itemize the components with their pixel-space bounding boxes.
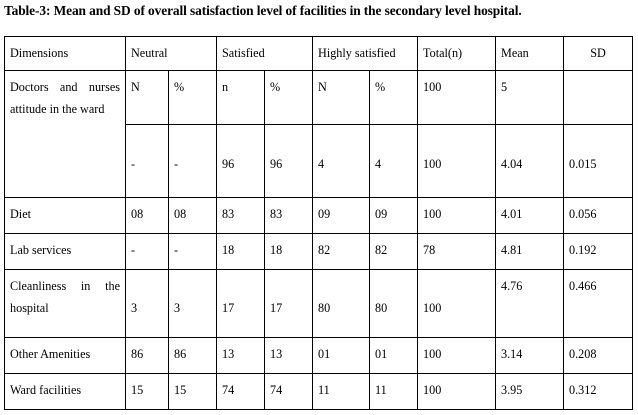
header-highly-satisfied: Highly satisfied bbox=[312, 36, 419, 71]
cell: n bbox=[216, 70, 266, 125]
cell: 100 bbox=[417, 373, 497, 410]
cell: % bbox=[369, 70, 419, 125]
row-label-cleanliness: Cleanliness in the hospital bbox=[4, 269, 126, 338]
header-sd: SD bbox=[563, 36, 634, 71]
cell: 0.466 bbox=[563, 269, 634, 338]
cell: 11 bbox=[369, 373, 419, 410]
cell: 100 bbox=[417, 70, 497, 125]
cell: 13 bbox=[216, 337, 266, 374]
cell: N bbox=[125, 70, 169, 125]
cell: - bbox=[125, 124, 169, 198]
cell: 18 bbox=[216, 233, 266, 270]
cell bbox=[563, 70, 634, 125]
cell: 09 bbox=[369, 197, 419, 234]
cell: 80 bbox=[312, 269, 371, 338]
cell: 82 bbox=[312, 233, 371, 270]
row-label-ward: Ward facilities bbox=[4, 373, 126, 410]
cell: 80 bbox=[369, 269, 419, 338]
cell: 86 bbox=[125, 337, 169, 374]
cell: 83 bbox=[264, 197, 314, 234]
cell: 11 bbox=[312, 373, 371, 410]
cell: 74 bbox=[264, 373, 314, 410]
cell: - bbox=[167, 233, 218, 270]
cell: 3 bbox=[125, 269, 169, 338]
cell: 09 bbox=[312, 197, 371, 234]
cell: - bbox=[167, 124, 218, 198]
cell: - bbox=[125, 233, 169, 270]
cell: 96 bbox=[216, 124, 266, 198]
cell: 3.95 bbox=[495, 373, 565, 410]
cell: 15 bbox=[167, 373, 218, 410]
cell: 3 bbox=[167, 269, 218, 338]
table-row: - - 96 96 4 4 100 4.04 0.015 bbox=[5, 124, 634, 198]
table-row: Lab services - - 18 18 82 82 78 4.81 0.1… bbox=[4, 233, 634, 270]
cell: 0.312 bbox=[563, 373, 634, 410]
row-label-line: Cleanliness in the bbox=[10, 279, 120, 293]
cell: 01 bbox=[369, 337, 419, 374]
header-neutral: Neutral bbox=[124, 36, 218, 71]
cell: 17 bbox=[264, 269, 314, 338]
cell: 4 bbox=[369, 124, 419, 198]
cell: 82 bbox=[369, 233, 419, 270]
cell: 4 bbox=[312, 124, 371, 198]
table-header-row: Dimensions Neutral Satisfied Highly sati… bbox=[4, 36, 634, 71]
cell: 0.015 bbox=[563, 124, 634, 198]
row-label-line: Doctors and nurses bbox=[10, 80, 120, 94]
cell: 08 bbox=[167, 197, 218, 234]
cell: 4.81 bbox=[495, 233, 565, 270]
cell: 08 bbox=[125, 197, 169, 234]
cell: N bbox=[312, 70, 371, 125]
row-label-line: attitude in the ward bbox=[10, 102, 105, 116]
cell: 4.01 bbox=[495, 197, 565, 234]
cell: 86 bbox=[167, 337, 218, 374]
cell: 17 bbox=[216, 269, 266, 338]
cell: 01 bbox=[312, 337, 371, 374]
header-total: Total(n) bbox=[417, 36, 497, 71]
cell: 0.208 bbox=[563, 337, 634, 374]
row-label-amenities: Other Amenities bbox=[4, 337, 126, 374]
header-satisfied: Satisfied bbox=[216, 36, 314, 71]
table-row: Cleanliness in the hospital 3 3 17 17 80… bbox=[4, 269, 634, 338]
cell: 13 bbox=[264, 337, 314, 374]
cell: 15 bbox=[125, 373, 169, 410]
table-row: Doctors and nurses attitude in the ward … bbox=[4, 70, 634, 198]
cell: 100 bbox=[417, 124, 497, 198]
cell: % bbox=[167, 70, 218, 125]
table-caption: Table-3: Mean and SD of overall satisfac… bbox=[4, 3, 522, 18]
cell: 0.192 bbox=[563, 233, 634, 270]
cell: 96 bbox=[264, 124, 314, 198]
cell: 0.056 bbox=[563, 197, 634, 234]
cell: 100 bbox=[417, 269, 497, 338]
cell: 83 bbox=[216, 197, 266, 234]
header-dimensions: Dimensions bbox=[4, 36, 126, 71]
header-mean: Mean bbox=[495, 36, 565, 71]
cell: 4.76 bbox=[495, 269, 565, 338]
cell: 4.04 bbox=[495, 124, 565, 198]
cell: 3.14 bbox=[495, 337, 565, 374]
table-row: Other Amenities 86 86 13 13 01 01 100 3.… bbox=[4, 337, 634, 374]
cell: 100 bbox=[417, 197, 497, 234]
cell: 18 bbox=[264, 233, 314, 270]
cell: 5 bbox=[495, 70, 565, 125]
row-label-doctors: Doctors and nurses attitude in the ward bbox=[4, 70, 126, 198]
row-label-line: hospital bbox=[10, 301, 49, 315]
cell: 78 bbox=[417, 233, 497, 270]
table-row: Ward facilities 15 15 74 74 11 11 100 3.… bbox=[4, 373, 634, 410]
cell: % bbox=[264, 70, 314, 125]
cell: 74 bbox=[216, 373, 266, 410]
table-row: Diet 08 08 83 83 09 09 100 4.01 0.056 bbox=[4, 197, 634, 234]
cell: 100 bbox=[417, 337, 497, 374]
row-label-diet: Diet bbox=[4, 197, 126, 234]
row-label-lab: Lab services bbox=[4, 233, 126, 270]
satisfaction-table: Dimensions Neutral Satisfied Highly sati… bbox=[4, 36, 634, 410]
